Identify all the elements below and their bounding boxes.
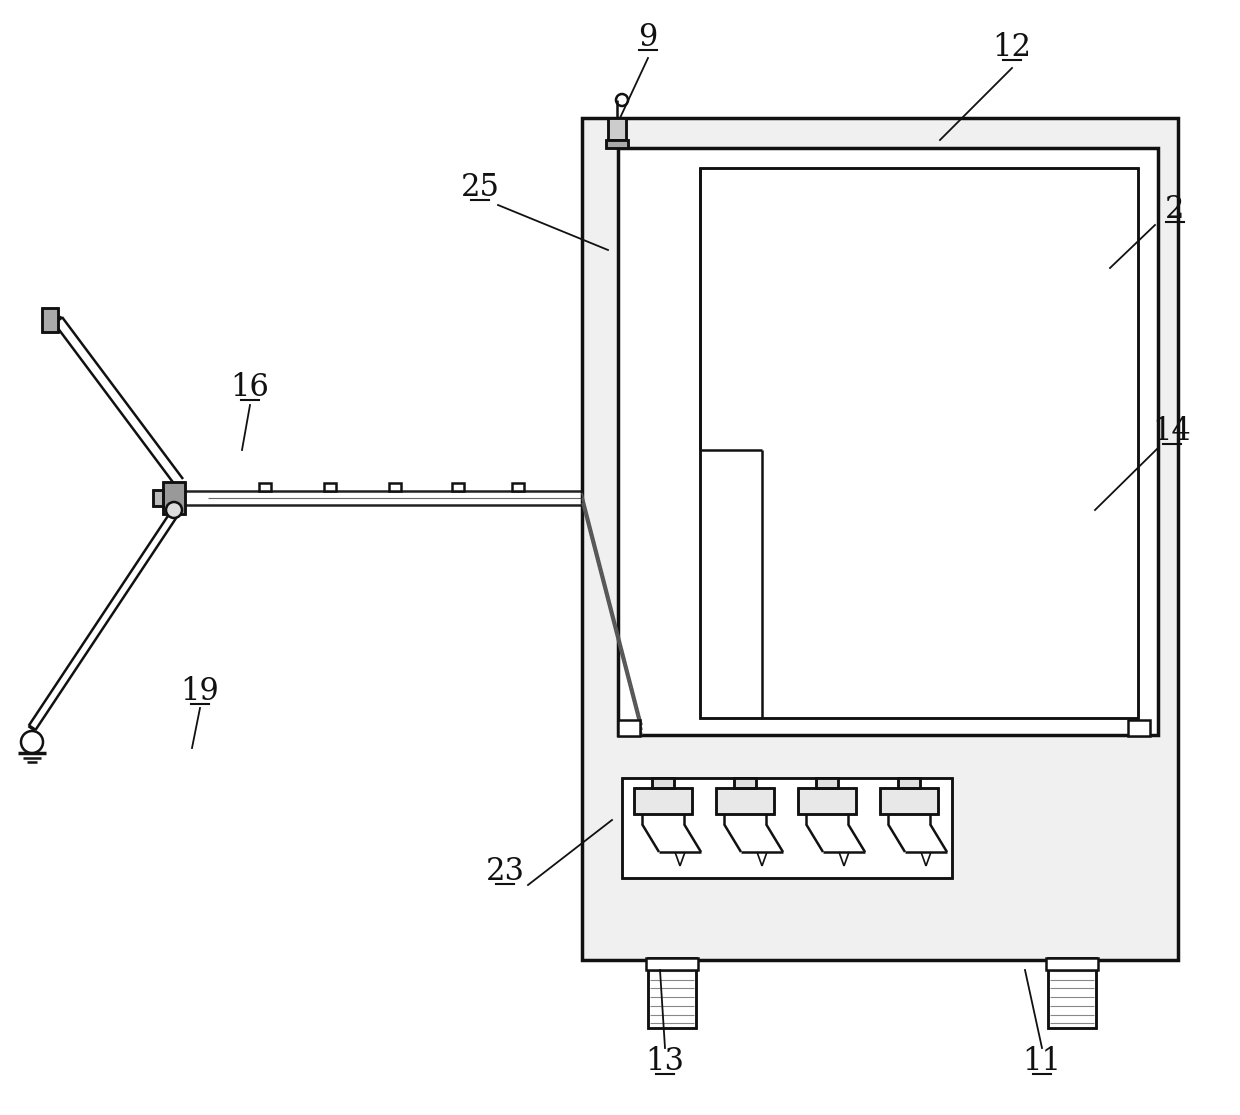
Bar — [634, 788, 692, 814]
Text: 9: 9 — [639, 22, 657, 54]
Text: 23: 23 — [486, 856, 525, 888]
Bar — [618, 720, 640, 736]
Bar — [898, 778, 920, 788]
Circle shape — [166, 502, 182, 518]
Bar — [1048, 958, 1096, 1028]
Bar — [799, 788, 856, 814]
Bar — [816, 778, 838, 788]
Bar — [512, 483, 525, 491]
Text: 13: 13 — [646, 1047, 684, 1077]
Bar — [618, 148, 1158, 735]
Bar — [1048, 958, 1096, 1028]
Bar — [652, 778, 675, 788]
Bar — [259, 483, 272, 491]
Bar — [153, 489, 162, 506]
Bar — [606, 140, 627, 148]
Bar — [734, 778, 756, 788]
Bar — [1047, 958, 1097, 970]
Bar — [701, 168, 1138, 718]
Text: 25: 25 — [460, 173, 500, 204]
Bar — [880, 788, 937, 814]
Bar — [634, 788, 692, 814]
Bar — [646, 958, 698, 970]
Bar — [582, 118, 1178, 960]
Bar — [1128, 720, 1149, 736]
Bar — [649, 958, 696, 1028]
Bar — [618, 148, 1158, 735]
Text: 19: 19 — [181, 677, 219, 708]
Bar — [389, 483, 401, 491]
Bar — [649, 958, 696, 1028]
Text: 2: 2 — [1166, 194, 1184, 225]
Bar — [162, 482, 185, 514]
Text: 11: 11 — [1023, 1047, 1061, 1077]
Bar — [42, 308, 58, 332]
Bar — [42, 308, 58, 332]
Bar — [453, 483, 464, 491]
Bar — [606, 140, 627, 148]
Bar — [622, 778, 952, 878]
Bar — [799, 788, 856, 814]
Text: 14: 14 — [1153, 417, 1192, 447]
Bar — [622, 778, 952, 878]
Bar — [324, 483, 336, 491]
Bar — [608, 118, 626, 140]
Bar — [898, 778, 920, 788]
Bar — [153, 489, 162, 506]
Bar — [715, 788, 774, 814]
Bar — [734, 778, 756, 788]
Bar — [652, 778, 675, 788]
Bar — [162, 482, 185, 514]
Bar — [880, 788, 937, 814]
Bar — [715, 788, 774, 814]
Bar — [608, 118, 626, 140]
Bar — [816, 778, 838, 788]
Bar — [701, 168, 1138, 718]
Text: 16: 16 — [231, 372, 269, 404]
Bar — [582, 118, 1178, 960]
Circle shape — [21, 731, 43, 753]
Text: 12: 12 — [992, 32, 1032, 64]
